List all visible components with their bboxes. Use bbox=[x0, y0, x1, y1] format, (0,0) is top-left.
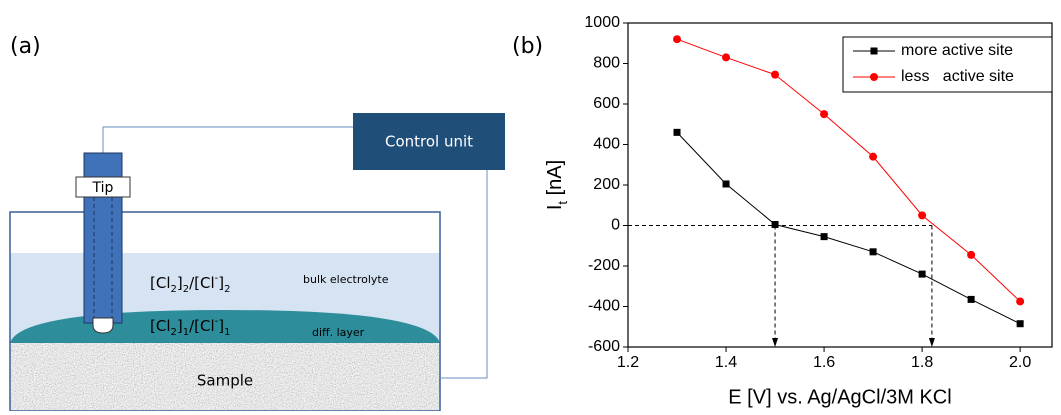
y-tick-label: -600 bbox=[588, 338, 620, 355]
data-point bbox=[820, 110, 829, 119]
y-label-part: t bbox=[555, 201, 570, 205]
sample-block bbox=[10, 343, 440, 411]
data-point bbox=[722, 180, 730, 188]
x-tick-label: 2.0 bbox=[1009, 354, 1031, 371]
data-point bbox=[673, 35, 682, 44]
y-tick-label: 0 bbox=[611, 217, 620, 234]
x-tick-label: 1.8 bbox=[911, 354, 933, 371]
legend-marker bbox=[870, 47, 878, 55]
y-label-part: I bbox=[544, 205, 566, 211]
y-axis-label: It [nA] bbox=[544, 160, 570, 210]
data-point bbox=[967, 250, 976, 259]
y-label-part: [nA] bbox=[544, 160, 566, 201]
species-part: /[Cl bbox=[189, 317, 215, 335]
x-tick-label: 1.2 bbox=[617, 354, 639, 371]
data-point bbox=[771, 220, 779, 228]
wire bbox=[102, 126, 353, 153]
diff-label: diff. layer bbox=[312, 326, 365, 339]
species-part: ] bbox=[177, 317, 183, 335]
species-part: 2 bbox=[224, 284, 230, 295]
x-axis-label: E [V] vs. Ag/AgCl/3M KCl bbox=[728, 386, 951, 408]
y-tick-label: 200 bbox=[593, 176, 620, 193]
series-line bbox=[676, 132, 1021, 325]
panel-label: (b) bbox=[512, 34, 543, 59]
legend-label: more active site bbox=[901, 42, 1013, 59]
data-point bbox=[1016, 297, 1025, 306]
species-part: 1 bbox=[224, 327, 230, 338]
diff-species: [Cl2]1/[Cl-]1 bbox=[150, 316, 231, 338]
control-unit-box bbox=[353, 113, 505, 170]
species-part: [Cl bbox=[150, 274, 171, 292]
data-point bbox=[771, 70, 780, 79]
y-tick-label: 800 bbox=[593, 55, 620, 72]
panel-label: (a) bbox=[10, 34, 41, 59]
species-part: 2 bbox=[183, 284, 189, 295]
x-tick-label: 1.6 bbox=[813, 354, 835, 371]
y-tick-label: 600 bbox=[593, 95, 620, 112]
y-tick-label: 400 bbox=[593, 136, 620, 153]
data-point bbox=[967, 295, 975, 303]
data-point bbox=[918, 211, 927, 220]
bulk-species: [Cl2]2/[Cl-]2 bbox=[150, 273, 231, 295]
legend-label: less active site bbox=[901, 68, 1014, 85]
x-tick-label: 1.4 bbox=[715, 354, 737, 371]
tip-label: Tip bbox=[92, 180, 114, 196]
data-point bbox=[869, 248, 877, 256]
species-part: ] bbox=[177, 274, 183, 292]
chart: -600 -400 -200 0 200 400 600 800 1000 1.2 1.4 1.6 1.… bbox=[544, 14, 1053, 408]
y-tick-label: -400 bbox=[588, 298, 620, 315]
tip-end bbox=[92, 317, 114, 334]
legend-marker bbox=[870, 73, 878, 81]
species-part: [Cl bbox=[150, 317, 171, 335]
species-part: ] bbox=[218, 317, 224, 335]
species-part: 1 bbox=[183, 327, 189, 338]
data-point bbox=[722, 53, 731, 62]
species-part: ] bbox=[218, 274, 224, 292]
legend-box bbox=[842, 36, 1053, 93]
species-part: - bbox=[215, 316, 219, 327]
tip-label-box bbox=[75, 176, 131, 198]
series-line bbox=[676, 38, 1021, 302]
y-tick-label: 1000 bbox=[584, 14, 620, 31]
schematic: (a) Control unit Tip [Cl2]2/[Cl-]2 bulk … bbox=[9, 34, 505, 412]
y-tick-label: -200 bbox=[588, 257, 620, 274]
wire bbox=[440, 170, 488, 379]
data-point bbox=[869, 152, 878, 161]
species-part: 2 bbox=[171, 284, 177, 295]
control-unit-label: Control unit bbox=[385, 133, 473, 151]
data-point bbox=[1016, 320, 1024, 328]
data-point bbox=[673, 128, 681, 136]
data-point bbox=[820, 233, 828, 241]
arrow-head bbox=[772, 338, 779, 347]
species-part: - bbox=[215, 273, 219, 284]
sample-label: Sample bbox=[197, 372, 253, 390]
bulk-label: bulk electrolyte bbox=[303, 273, 389, 286]
species-part: 2 bbox=[171, 327, 177, 338]
species-part: /[Cl bbox=[189, 274, 215, 292]
data-point bbox=[918, 270, 926, 278]
arrow-head bbox=[928, 338, 935, 347]
